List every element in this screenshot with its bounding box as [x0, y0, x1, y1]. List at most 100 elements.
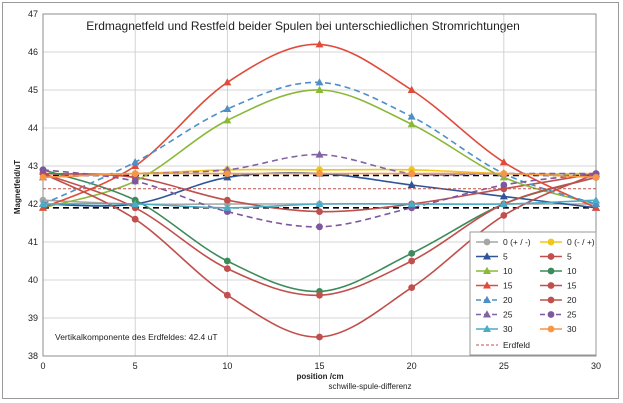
legend-marker — [483, 252, 491, 260]
data-point — [408, 284, 416, 291]
data-point — [408, 257, 416, 265]
data-point — [39, 199, 47, 207]
x-tick-label: 20 — [407, 361, 417, 371]
data-point — [223, 116, 232, 124]
legend: 0 (+ / -) 0 (- / +) 5 5 10 10 15 15 20 20 25 25 30 30… — [469, 231, 597, 356]
series-layer — [39, 40, 600, 341]
legend-label: 15 — [567, 281, 577, 291]
legend-entry: 5 — [540, 252, 572, 262]
data-point — [407, 199, 416, 207]
chart-title: Erdmagnetfeld und Restfeld beider Spulen… — [86, 19, 520, 33]
legend-entry: 10 — [476, 266, 513, 276]
legend-label: 25 — [503, 310, 513, 320]
y-axis-label: Magnetfeld/uT — [13, 160, 22, 214]
legend-marker — [547, 296, 555, 304]
data-point — [315, 199, 324, 207]
data-point — [223, 196, 231, 204]
data-point — [39, 203, 47, 211]
data-point — [499, 158, 508, 166]
legend-marker — [547, 267, 555, 275]
legend-box — [469, 231, 597, 356]
x-tick-label: 30 — [591, 361, 601, 371]
data-point — [131, 158, 140, 166]
legend-entry: 30 — [476, 324, 513, 334]
legend-entry: Erdfeld — [476, 340, 530, 350]
legend-label: 5 — [503, 252, 508, 262]
data-point — [500, 181, 508, 189]
y-tick-label: 44 — [28, 123, 38, 133]
data-point — [316, 223, 323, 231]
axes: 38 39 40 41 42 43 44 45 46 47 0 5 10 15 20 25 30 — [28, 9, 601, 371]
legend-entry: 0 (- / +) — [540, 237, 595, 247]
data-point — [407, 112, 416, 120]
data-point — [39, 166, 47, 174]
legend-marker — [547, 282, 555, 289]
legend-label: 10 — [567, 266, 577, 276]
data-point — [315, 78, 324, 86]
data-point — [316, 291, 323, 299]
data-point — [131, 170, 139, 178]
data-point — [592, 203, 600, 211]
legend-entry: 0 (+ / -) — [476, 237, 531, 247]
data-point — [223, 203, 232, 211]
series-13 — [39, 170, 600, 181]
legend-label: 15 — [503, 281, 513, 291]
data-point — [592, 199, 600, 207]
data-point — [500, 212, 508, 219]
legend-entry: 30 — [540, 324, 577, 334]
data-point — [407, 85, 416, 93]
y-tick-label: 47 — [28, 9, 38, 19]
legend-entry: 5 — [476, 252, 508, 262]
legend-label: 30 — [567, 324, 577, 334]
data-point — [316, 333, 323, 341]
series-6 — [39, 40, 600, 211]
legend-marker — [483, 266, 491, 274]
data-point — [223, 257, 231, 265]
y-tick-label: 38 — [28, 351, 38, 361]
legend-marker — [547, 238, 555, 246]
data-point — [407, 120, 416, 128]
data-point — [315, 40, 324, 48]
legend-label: 20 — [567, 295, 577, 305]
data-point — [315, 85, 324, 93]
series-11 — [39, 166, 600, 231]
chart-frame: Erdmagnetfeld und Restfeld beider Spulen… — [2, 2, 619, 399]
legend-marker — [483, 310, 491, 318]
data-point — [407, 180, 416, 188]
legend-label: 0 (+ / -) — [503, 237, 531, 247]
data-point — [223, 170, 231, 178]
legend-entry: 15 — [540, 281, 577, 291]
legend-entry: 20 — [540, 295, 577, 305]
legend-entry: 20 — [476, 295, 513, 305]
legend-marker — [547, 325, 555, 333]
y-tick-label: 45 — [28, 85, 38, 95]
legend-label: 25 — [567, 310, 577, 320]
legend-label: 10 — [503, 266, 513, 276]
legend-label: 30 — [503, 324, 513, 334]
legend-marker — [483, 295, 491, 303]
data-point — [223, 265, 231, 272]
data-point — [499, 199, 508, 207]
data-point — [131, 199, 140, 207]
x-tick-label: 0 — [40, 361, 45, 371]
x-tick-label: 5 — [133, 361, 138, 371]
legend-marker — [483, 281, 491, 289]
data-point — [499, 192, 508, 200]
legend-marker — [547, 253, 555, 260]
data-point — [408, 170, 416, 178]
erdfeld-annotation: Vertikalkomponente des Erdfeldes: 42.4 u… — [55, 332, 218, 342]
legend-marker — [547, 311, 555, 318]
data-point — [592, 196, 600, 204]
data-point — [500, 170, 508, 178]
data-point — [592, 174, 600, 181]
legend-label: Erdfeld — [503, 340, 530, 350]
data-point — [316, 170, 323, 178]
data-point — [39, 174, 47, 181]
x-tick-label: 25 — [499, 361, 509, 371]
x-tick-label: 10 — [222, 361, 232, 371]
data-point — [223, 104, 232, 112]
legend-entry: 25 — [476, 310, 513, 320]
x-axis-label: position /cm — [296, 372, 343, 381]
legend-label: 20 — [503, 295, 513, 305]
data-point — [408, 250, 416, 257]
